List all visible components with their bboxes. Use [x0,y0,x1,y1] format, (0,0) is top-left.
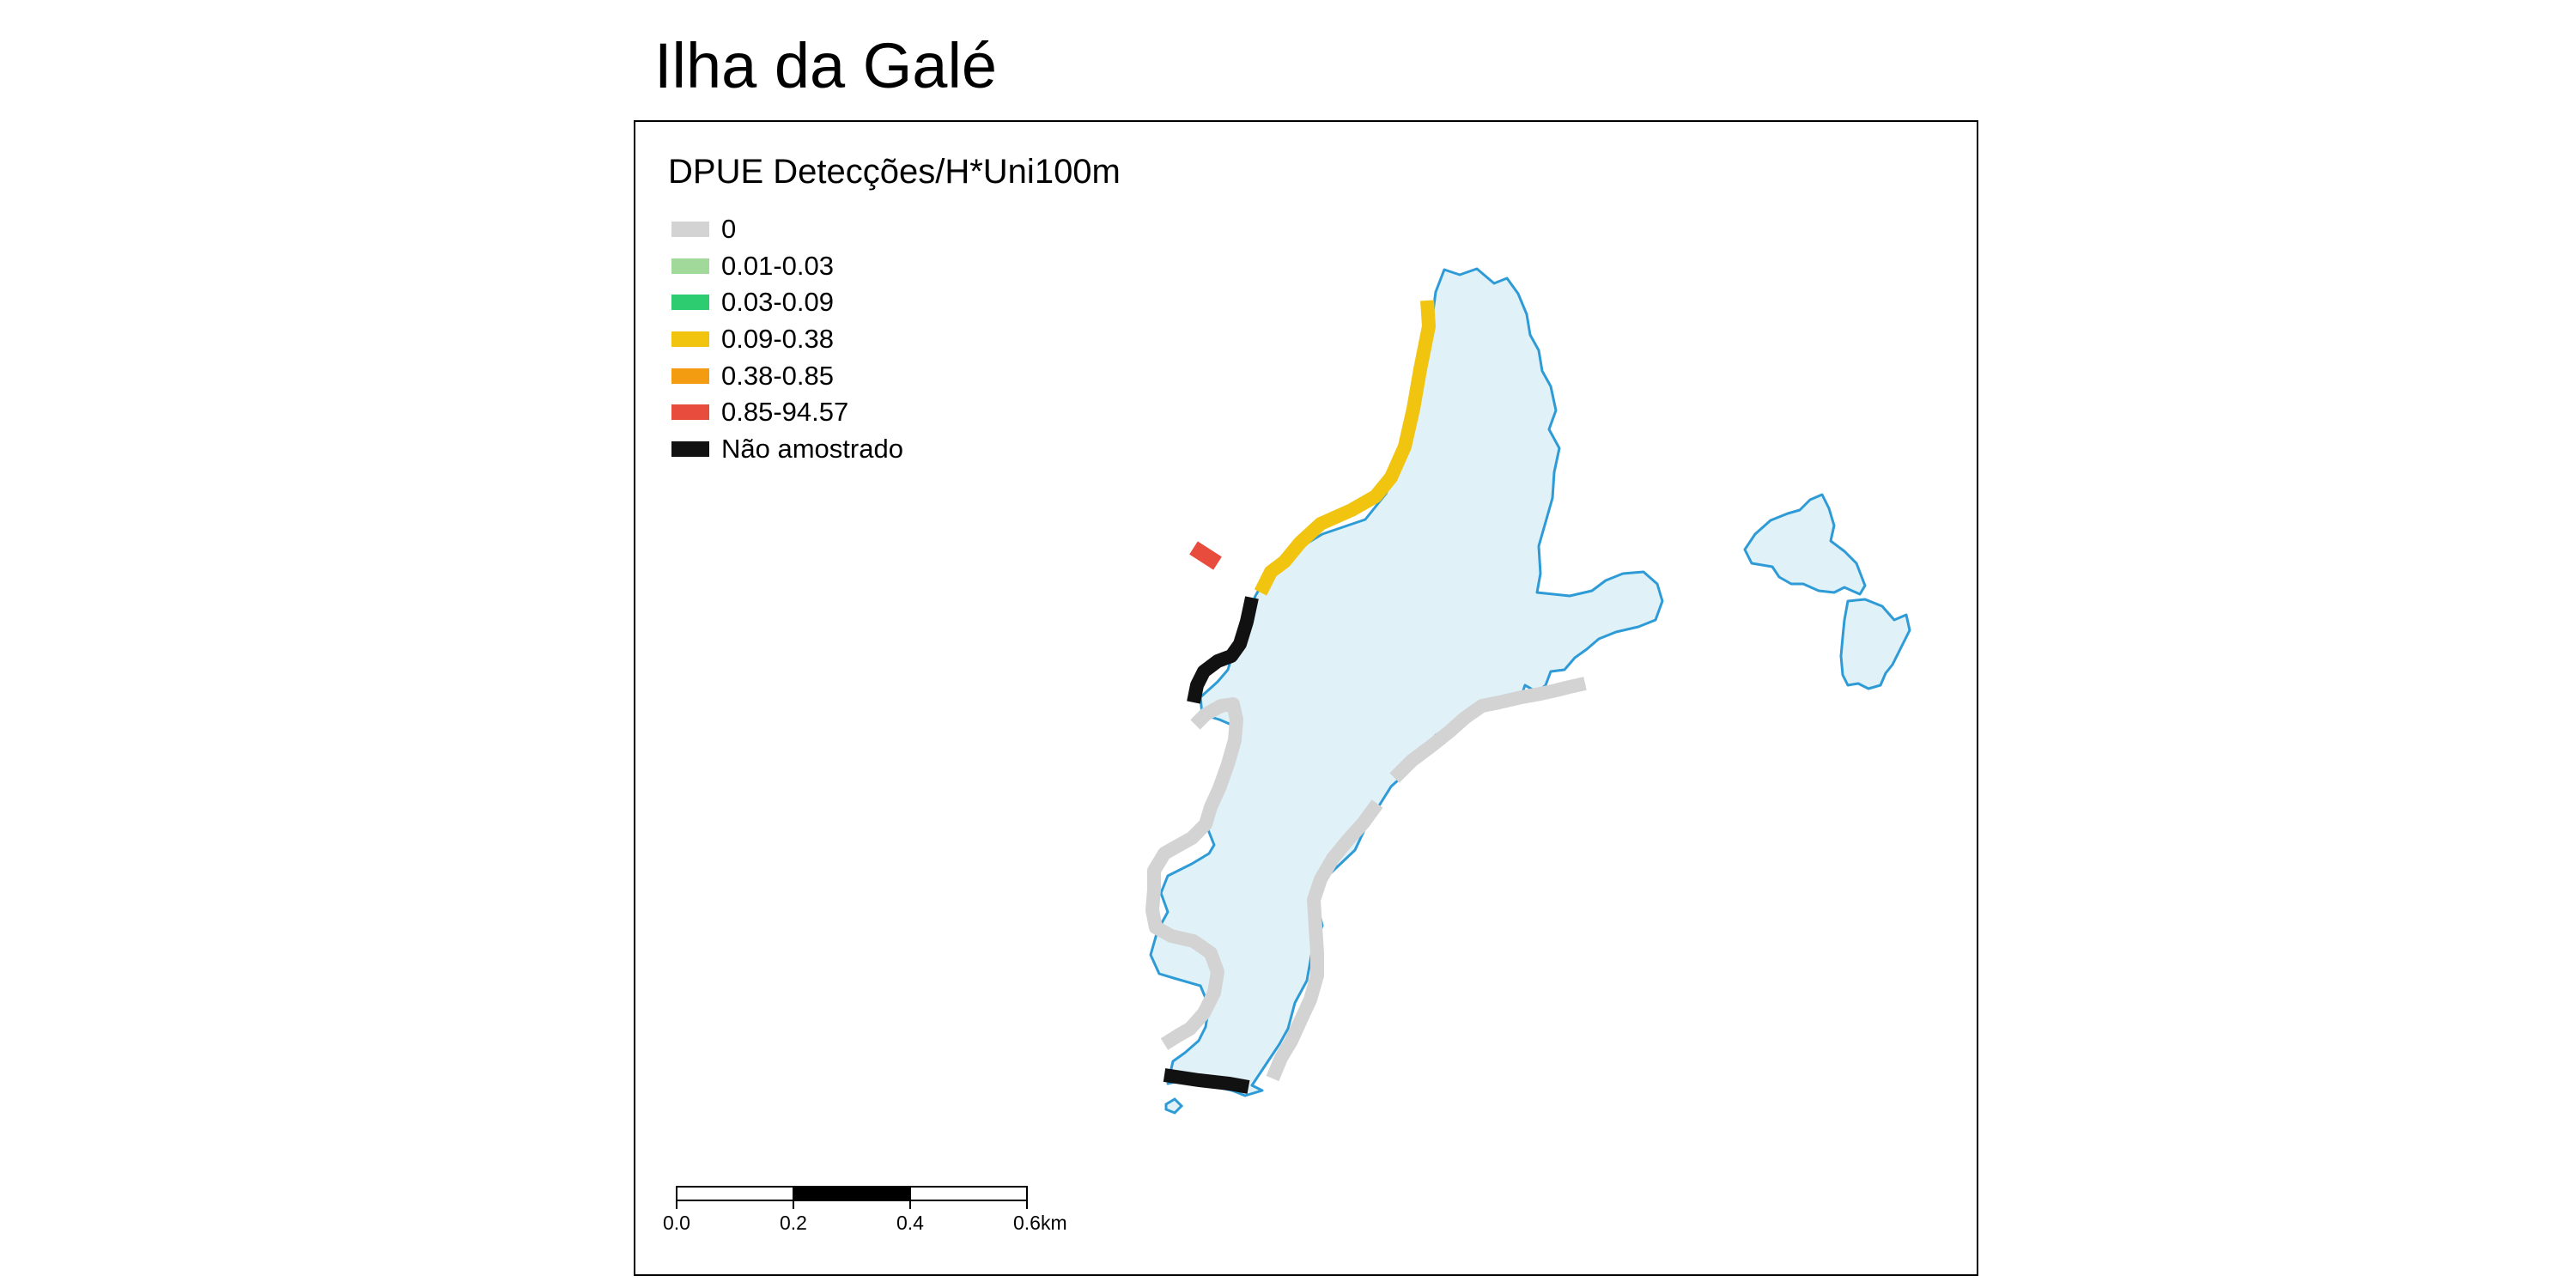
scale-bar-label-3: 0.6 [1013,1212,1041,1234]
transect-0.09-0.38 [1254,300,1436,596]
legend-title: DPUE Detecções/H*Uni100m [668,153,1121,191]
legend-label-1: 0.01-0.03 [721,250,834,281]
transect-zero-west [1145,697,1243,1050]
scale-bar: 0.0 0.2 0.4 0.6 km [663,1186,1067,1234]
legend-swatch-0 [671,222,709,238]
eastern-islet-north [1743,493,1867,596]
scale-bar-label-0: 0.0 [663,1212,690,1234]
legend-swatch-5 [671,404,709,421]
transect-zero-northeast [1389,677,1587,783]
legend-item-4: 0.38-0.85 [668,357,1121,394]
main-island [1149,267,1664,1097]
scale-bar-label-1: 0.2 [780,1212,807,1234]
legend: DPUE Detecções/H*Uni100m 0 0.01-0.03 0.0… [668,155,1121,467]
eastern-islet-south [1839,598,1911,690]
legend-label-5: 0.85-94.57 [721,397,849,428]
legend-item-2: 0.03-0.09 [668,284,1121,321]
legend-swatch-3 [671,331,709,348]
legend-swatch-1 [671,258,709,274]
legend-item-3: 0.09-0.38 [668,321,1121,358]
legend-swatch-2 [671,295,709,311]
legend-item-0: 0 [668,211,1121,248]
legend-item-1: 0.01-0.03 [668,248,1121,285]
legend-label-2: 0.03-0.09 [721,287,834,318]
legend-item-5: 0.85-94.57 [668,394,1121,431]
legend-swatch-6 [671,440,709,457]
legend-swatch-4 [671,368,709,384]
legend-label-6: Não amostrado [721,433,903,464]
scale-bar-segment-2 [793,1186,911,1201]
transect-not-sampled-south [1163,1068,1250,1094]
scale-bar-segment-1 [676,1186,794,1201]
legend-label-4: 0.38-0.85 [721,360,834,391]
transect-zero-east [1266,799,1383,1082]
transect-0.85-94.57 [1189,541,1222,570]
transect-not-sampled-northwest [1187,596,1259,704]
scale-bar-label-2: 0.4 [896,1212,924,1234]
scale-bar-segment-3 [909,1186,1028,1201]
scale-bar-unit: km [1041,1212,1067,1234]
map-title: Ilha da Galé [654,30,998,101]
small-islet [1164,1097,1184,1115]
legend-label-3: 0.09-0.38 [721,324,834,355]
legend-item-6: Não amostrado [668,431,1121,468]
legend-label-0: 0 [721,214,737,245]
